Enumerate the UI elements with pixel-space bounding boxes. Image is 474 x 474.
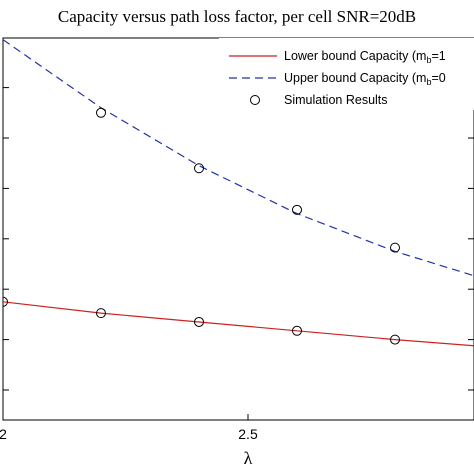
chart-title: Capacity versus path loss factor, per ce… <box>58 7 416 26</box>
simulation-point <box>292 325 302 336</box>
legend-box <box>219 38 474 110</box>
legend-label: Simulation Results <box>284 93 388 107</box>
simulation-point <box>390 334 400 345</box>
series-layer <box>3 39 474 347</box>
legend-label: Lower bound Capacity (mb=1 <box>284 49 446 65</box>
x-axis-label: λ <box>244 448 253 468</box>
simulation-point <box>3 296 8 307</box>
simulation-point <box>194 316 204 327</box>
simulation-point <box>194 163 204 174</box>
legend-label: Upper bound Capacity (mb=0 <box>284 71 446 87</box>
simulation-point <box>390 242 400 253</box>
simulation-point <box>96 308 106 319</box>
legend: Lower bound Capacity (mb=1 Upper bound Ca… <box>219 38 474 110</box>
simulation-point <box>96 107 106 118</box>
simulation-point <box>292 204 302 215</box>
x-tick-label: 2 <box>0 426 7 442</box>
x-tick-label: 2.5 <box>238 426 258 442</box>
legend-marker <box>250 95 260 105</box>
lower-bound-line <box>3 301 474 347</box>
upper-bound-line <box>3 39 474 277</box>
x-axis: 22.533.5 <box>0 38 474 442</box>
